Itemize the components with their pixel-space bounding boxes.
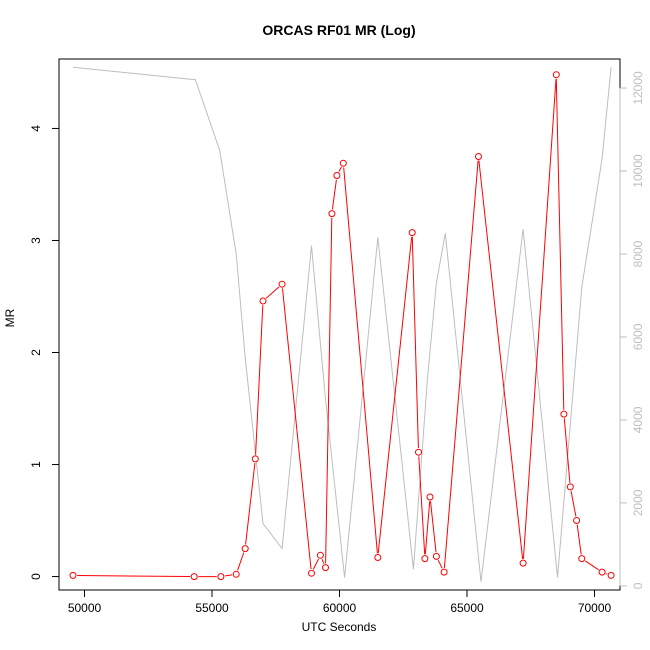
series-left-segment xyxy=(570,491,577,517)
series-left-point xyxy=(241,545,249,553)
series-left-point xyxy=(475,153,482,160)
series-left-segment xyxy=(437,559,443,569)
series-left-segment xyxy=(245,463,256,545)
series-left-point xyxy=(316,551,324,559)
y2-tick-label: 2000 xyxy=(631,489,645,516)
series-left-segment xyxy=(478,160,524,559)
series-left-point xyxy=(519,559,527,567)
series-left-point xyxy=(566,483,574,491)
series-left-point xyxy=(339,159,347,167)
series-left-segment xyxy=(321,559,325,564)
series-right-line xyxy=(72,66,612,582)
series-left-point xyxy=(426,493,434,501)
y-tick-label: 3 xyxy=(29,237,43,244)
series-left-point xyxy=(232,570,240,578)
plot-area xyxy=(58,58,621,591)
series-left-segment xyxy=(377,236,413,554)
y-tick-label: 4 xyxy=(29,125,43,132)
series-left-segment xyxy=(411,236,419,449)
x-tick-label: 50000 xyxy=(68,601,102,615)
series-left-segment xyxy=(325,217,333,564)
series-left-segment xyxy=(576,524,582,555)
series-left-point xyxy=(251,455,259,463)
series-left-point xyxy=(415,448,422,456)
series-left-segment xyxy=(282,288,312,570)
series-left-point xyxy=(598,568,606,576)
series-left-point xyxy=(573,517,581,524)
series-left-segment xyxy=(418,456,426,555)
series-left-point xyxy=(190,573,198,581)
series-left-point xyxy=(607,571,615,579)
series-left-point xyxy=(69,571,77,579)
y-tick-label: 1 xyxy=(29,461,43,468)
y2-tick-label: 8000 xyxy=(631,240,645,267)
series-left-point xyxy=(328,210,336,218)
series-left-segment xyxy=(343,167,378,554)
series-left-point xyxy=(440,568,448,576)
series-left-point xyxy=(560,410,568,418)
series-left-segment xyxy=(443,160,479,568)
series-left-point xyxy=(278,280,286,288)
series-left-segment xyxy=(555,78,565,410)
series-left-segment xyxy=(331,179,337,210)
y-tick-label: 2 xyxy=(29,349,43,356)
x-tick-label: 70000 xyxy=(578,601,612,615)
series-left-segment xyxy=(77,575,191,577)
chart-title: ORCAS RF01 MR (Log) xyxy=(262,22,415,38)
y2-tick-label: 0 xyxy=(631,582,645,589)
series-left-segment xyxy=(225,574,233,577)
series-left-point xyxy=(408,229,416,237)
series-left-point xyxy=(552,71,560,79)
series-left-point xyxy=(333,172,341,179)
series-left-segment xyxy=(424,501,431,555)
y-axis-label: MR xyxy=(3,308,17,327)
series-left-point xyxy=(259,297,267,305)
series-left-segment xyxy=(265,286,280,299)
series-left-segment xyxy=(585,560,599,571)
y2-tick-label: 12000 xyxy=(631,71,645,105)
x-tick-label: 55000 xyxy=(195,601,229,615)
series-left-point xyxy=(322,564,329,572)
y2-tick-label: 4000 xyxy=(631,406,645,433)
y2-tick-label: 10000 xyxy=(631,154,645,188)
series-left-point xyxy=(421,555,429,563)
y-tick-label: 0 xyxy=(29,573,43,580)
series-left-point xyxy=(374,554,382,561)
series-left-point xyxy=(217,573,225,581)
x-tick-label: 65000 xyxy=(450,601,484,615)
series-left-segment xyxy=(255,305,264,455)
x-axis-label: UTC Seconds xyxy=(302,620,377,634)
series-left-point xyxy=(578,555,586,563)
series-left-segment xyxy=(430,501,437,553)
series-left-segment xyxy=(237,552,245,571)
x-tick-label: 60000 xyxy=(323,601,357,615)
series-left-segment xyxy=(338,166,342,173)
series-left-point xyxy=(432,552,440,560)
series-left-point xyxy=(308,569,315,577)
y2-tick-label: 6000 xyxy=(631,323,645,350)
series-left-segment xyxy=(563,418,571,483)
series-left-segment xyxy=(522,78,557,559)
axes-layer: 50000 55000 60000 65000 70000 0 1 2 3 4 0 2000 4000 6… xyxy=(29,71,645,615)
series-left-segment xyxy=(312,558,319,570)
series-layer xyxy=(69,66,615,582)
